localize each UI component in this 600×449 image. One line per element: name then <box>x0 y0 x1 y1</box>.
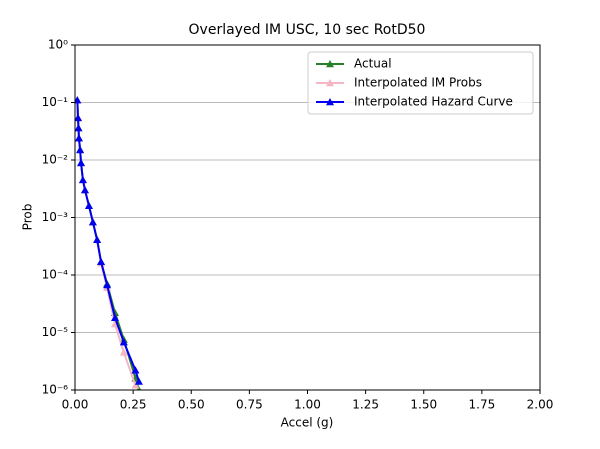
point-marker <box>131 366 140 374</box>
legend-label: Actual <box>354 57 392 71</box>
x-axis-label: Accel (g) <box>281 416 334 430</box>
point-marker <box>97 257 106 265</box>
point-marker <box>80 186 89 194</box>
x-tick-label: 1.25 <box>352 398 379 412</box>
point-marker <box>75 124 83 132</box>
legend-label: Interpolated IM Probs <box>354 76 482 90</box>
legend-marker <box>326 98 334 106</box>
x-tick-label: 1.50 <box>410 398 437 412</box>
point-marker <box>103 281 112 289</box>
y-tick-label: 10⁻¹ <box>42 95 69 109</box>
series-line <box>76 100 140 390</box>
series-line <box>76 100 140 382</box>
point-marker <box>134 377 143 385</box>
x-tick-label: 0.75 <box>236 398 263 412</box>
point-marker <box>93 235 102 243</box>
legend: Actual Interpolated IM Probs Interpolated … <box>307 51 534 115</box>
y-tick-label: 10⁻² <box>42 153 69 167</box>
y-axis-label: Prob <box>21 204 35 231</box>
point-marker <box>75 134 83 142</box>
y-tick-label: 10⁰ <box>48 38 68 52</box>
point-marker <box>88 218 97 226</box>
legend-marker <box>326 79 334 87</box>
x-tick-label: 0.00 <box>62 398 89 412</box>
point-marker <box>77 158 86 167</box>
chart-title: Overlayed IM USC, 10 sec RotD50 <box>189 22 426 38</box>
x-tick-label: 2.00 <box>527 398 554 412</box>
x-tick-label: 1.00 <box>294 398 321 412</box>
x-tick-label: 1.75 <box>469 398 496 412</box>
point-marker <box>78 175 87 184</box>
y-tick-label: 10⁻³ <box>42 210 69 224</box>
point-marker <box>75 96 82 104</box>
point-marker <box>119 348 128 356</box>
point-marker <box>76 145 85 154</box>
point-marker <box>84 201 93 209</box>
y-tick-label: 10⁻⁶ <box>42 383 69 397</box>
point-marker <box>110 313 119 322</box>
point-marker <box>119 338 128 346</box>
y-tick-label: 10⁻⁴ <box>42 268 69 282</box>
legend-marker <box>326 60 334 68</box>
legend-label: Interpolated Hazard Curve <box>354 95 513 109</box>
point-marker <box>131 381 140 389</box>
x-tick-label: 0.25 <box>120 398 147 412</box>
point-marker <box>75 113 83 122</box>
plot-area <box>75 96 143 390</box>
axes: 0.00 0.25 0.50 0.75 1.00 1.25 1.50 1.75 2.00 10⁻⁶… <box>42 38 554 412</box>
y-tick-label: 10⁻⁵ <box>42 325 69 339</box>
legend-box <box>307 51 534 115</box>
x-tick-label: 0.50 <box>178 398 205 412</box>
